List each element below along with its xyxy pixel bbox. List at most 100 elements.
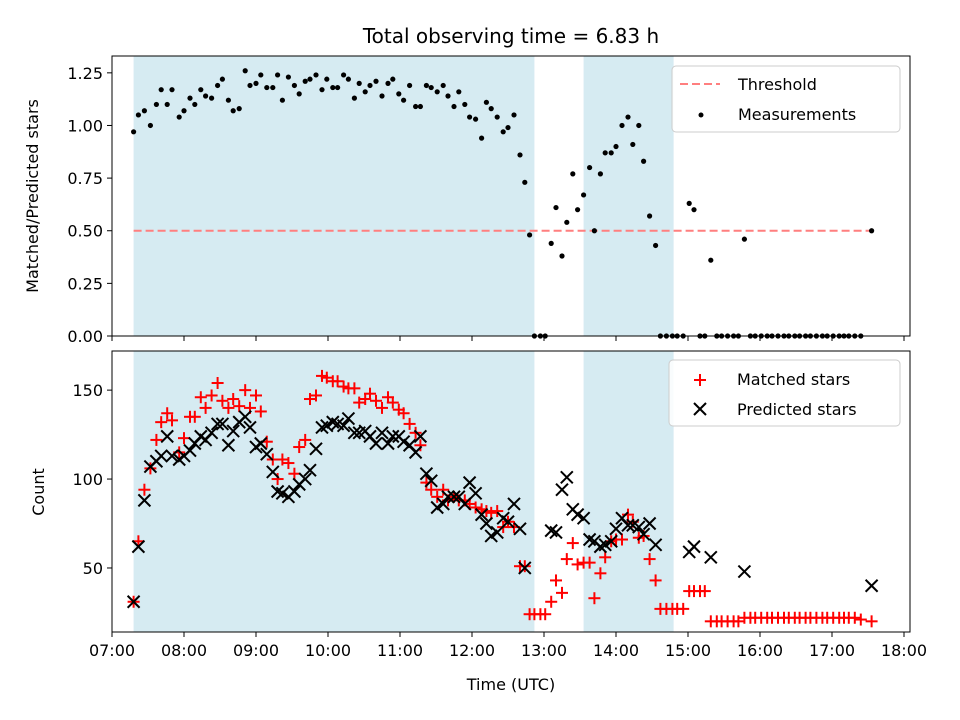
- matched-stars-point: [205, 389, 218, 402]
- matched-stars-point: [199, 401, 212, 414]
- measurement-point: [517, 152, 523, 158]
- measurement-point: [302, 78, 308, 84]
- measurement-point: [608, 150, 614, 156]
- measurement-point: [602, 150, 608, 156]
- x-tick-label: 10:00: [305, 641, 351, 660]
- measurement-point: [708, 257, 714, 263]
- measurement-point: [373, 78, 379, 84]
- measurement-point: [462, 101, 468, 108]
- measurement-point: [636, 122, 642, 129]
- predicted-stars-point: [215, 417, 230, 431]
- measurement-point: [407, 82, 413, 89]
- predicted-stars-point: [204, 426, 219, 440]
- matched-stars-point: [437, 483, 450, 496]
- predicted-stars-point: [137, 493, 152, 508]
- predicted-stars-point: [424, 474, 438, 488]
- matched-stars-point: [425, 483, 438, 496]
- x-tick-label: 17:00: [809, 641, 855, 660]
- measurement-point: [230, 108, 236, 114]
- x-tick-label: 09:00: [233, 641, 279, 660]
- measurement-point: [141, 108, 147, 114]
- predicted-stars-point: [320, 418, 334, 433]
- measurement-point: [619, 122, 625, 129]
- measurement-point: [279, 97, 285, 103]
- count-shaded-intervals: [133, 351, 674, 632]
- matched-stars-point: [250, 389, 262, 402]
- predicted-stars-point: [598, 538, 612, 552]
- ratio-data-marks: [131, 68, 875, 339]
- y-tick-label: 150: [72, 381, 103, 400]
- measurement-point: [641, 158, 647, 164]
- measurement-point: [423, 82, 429, 89]
- measurement-point: [417, 103, 423, 110]
- predicted-stars-point: [648, 538, 663, 552]
- x-tick-label: 18:00: [881, 641, 927, 660]
- measurement-point: [581, 192, 587, 198]
- matched-stars-point: [848, 611, 861, 624]
- predicted-stars-point: [298, 472, 312, 486]
- matched-stars-point: [556, 586, 568, 599]
- matched-stars-point: [288, 467, 301, 480]
- predicted-stars-point: [462, 475, 477, 490]
- predicted-stars-point: [704, 550, 718, 565]
- predicted-stars-point: [501, 515, 515, 529]
- predicted-stars-point: [544, 523, 558, 538]
- ratio-y-axis-label: Matched/Predicted stars: [23, 99, 42, 293]
- matched-stars-point: [599, 551, 612, 564]
- matched-stars-point: [643, 553, 656, 566]
- measurement-point: [511, 112, 517, 118]
- predicted-stars-point: [549, 525, 563, 540]
- measurement-point: [187, 95, 193, 101]
- measurement-point: [440, 82, 446, 89]
- matched-stars-point: [216, 394, 229, 407]
- matched-stars-point: [566, 537, 579, 550]
- chart-title: Total observing time = 6.83 h: [362, 24, 659, 48]
- predicted-stars-point: [430, 500, 444, 515]
- legend-measurements-swatch: [698, 112, 704, 118]
- matched-stars-point: [518, 560, 531, 573]
- measurement-point: [345, 76, 351, 82]
- predicted-stars-point: [160, 429, 174, 444]
- measurement-point: [385, 80, 391, 86]
- predicted-stars-point: [183, 443, 197, 458]
- count-ticks: 07:00 08:00 09:00 10:00 11:00 12:00 13:00 14:00…: [72, 381, 927, 660]
- measurement-point: [253, 80, 259, 86]
- matched-stars-point: [677, 602, 690, 615]
- predicted-stars-point: [441, 490, 455, 504]
- count-y-axis-label: Count: [29, 468, 48, 516]
- measurement-point: [505, 124, 511, 131]
- count-legend-box: [668, 359, 901, 427]
- count-panel: 07:00 08:00 09:00 10:00 11:00 12:00 13:00 14:00…: [29, 350, 927, 694]
- measurement-point: [390, 76, 396, 82]
- matched-stars-point: [239, 384, 252, 397]
- predicted-stars-point: [270, 484, 285, 499]
- count-data-marks: [126, 369, 879, 628]
- predicted-stars-point: [381, 436, 395, 451]
- predicted-stars-point: [593, 539, 608, 554]
- matched-stars-point: [194, 391, 207, 404]
- count-legend: Matched stars Predicted stars: [668, 359, 901, 427]
- predicted-stars-point: [154, 449, 168, 463]
- measurement-point: [135, 112, 141, 118]
- shaded-interval-2: [583, 351, 674, 632]
- predicted-stars-point: [254, 436, 268, 451]
- matched-stars-point: [293, 441, 306, 454]
- measurement-point: [215, 82, 221, 89]
- measurement-point: [413, 103, 419, 110]
- predicted-stars-point: [490, 525, 504, 540]
- measurement-point: [613, 143, 619, 150]
- matched-stars-point: [414, 439, 427, 452]
- measurement-point: [647, 213, 653, 219]
- measurement-point: [479, 135, 485, 141]
- predicted-stars-point: [609, 522, 623, 536]
- predicted-stars-point: [479, 516, 494, 531]
- matched-stars-point: [854, 613, 867, 626]
- x-axis-label: Time (UTC): [466, 675, 555, 694]
- measurement-point: [500, 129, 506, 135]
- predicted-stars-point: [468, 486, 483, 500]
- predicted-stars-point: [287, 484, 302, 499]
- measurement-point: [362, 89, 368, 95]
- predicted-stars-point: [636, 527, 651, 541]
- measurement-point: [296, 91, 302, 97]
- measurement-point: [169, 87, 175, 93]
